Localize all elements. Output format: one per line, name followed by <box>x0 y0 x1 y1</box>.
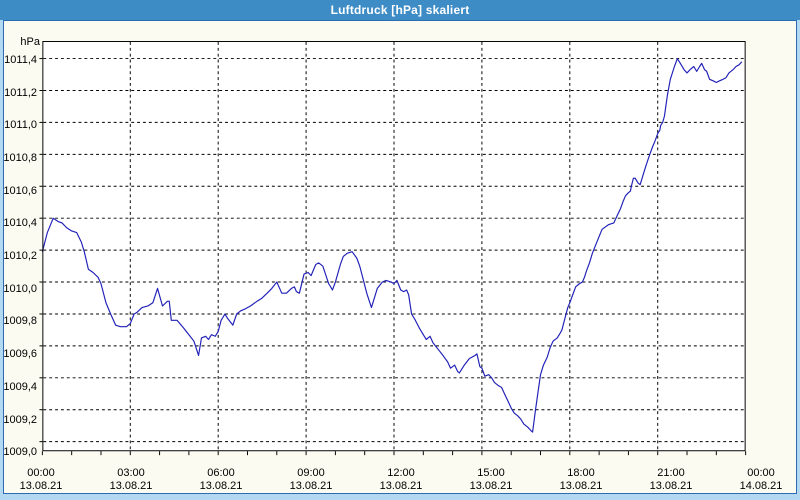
x-date-label: 13.08.21 <box>199 480 243 492</box>
x-date-label: 14.08.21 <box>739 480 783 492</box>
x-date-label: 13.08.21 <box>559 480 603 492</box>
y-axis-unit-label: hPa <box>20 36 40 48</box>
y-tick-label: 1010,8 <box>3 152 37 165</box>
y-tick-label: 1011,2 <box>4 86 37 99</box>
x-time-label: 15:00 <box>477 467 505 479</box>
x-time-label: 00:00 <box>27 467 55 479</box>
y-tick-label: 1010,2 <box>3 250 37 263</box>
y-tick-label: 1009,6 <box>3 348 37 361</box>
y-tick-label: 1009,4 <box>3 380 37 393</box>
x-date-label: 13.08.21 <box>289 480 333 492</box>
y-tick-label: 1009,2 <box>3 413 37 426</box>
y-tick-label: 1009,8 <box>3 315 37 328</box>
x-date-label: 13.08.21 <box>19 480 63 492</box>
y-tick-label: 1011,4 <box>4 53 37 66</box>
x-date-label: 13.08.21 <box>109 480 153 492</box>
x-time-label: 21:00 <box>657 467 685 479</box>
window-title: Luftdruck [hPa] skaliert <box>330 3 470 17</box>
y-tick-label: 1011,0 <box>4 119 37 132</box>
x-time-label: 18:00 <box>567 467 595 479</box>
x-date-label: 13.08.21 <box>379 480 423 492</box>
x-time-label: 00:00 <box>747 467 775 479</box>
pressure-series-line <box>41 57 743 433</box>
x-time-label: 12:00 <box>387 467 415 479</box>
y-tick-label: 1010,0 <box>3 282 37 295</box>
plot-border <box>42 41 746 452</box>
x-time-label: 09:00 <box>297 467 325 479</box>
pressure-line-chart <box>39 41 747 456</box>
x-date-label: 13.08.21 <box>469 480 513 492</box>
x-time-label: 03:00 <box>117 467 145 479</box>
y-tick-label: 1009,0 <box>3 446 37 459</box>
x-time-label: 06:00 <box>207 467 235 479</box>
x-date-label: 13.08.21 <box>649 480 693 492</box>
y-tick-label: 1010,4 <box>3 217 37 230</box>
y-tick-label: 1010,6 <box>3 184 37 197</box>
window-titlebar: Luftdruck [hPa] skaliert <box>0 0 800 20</box>
